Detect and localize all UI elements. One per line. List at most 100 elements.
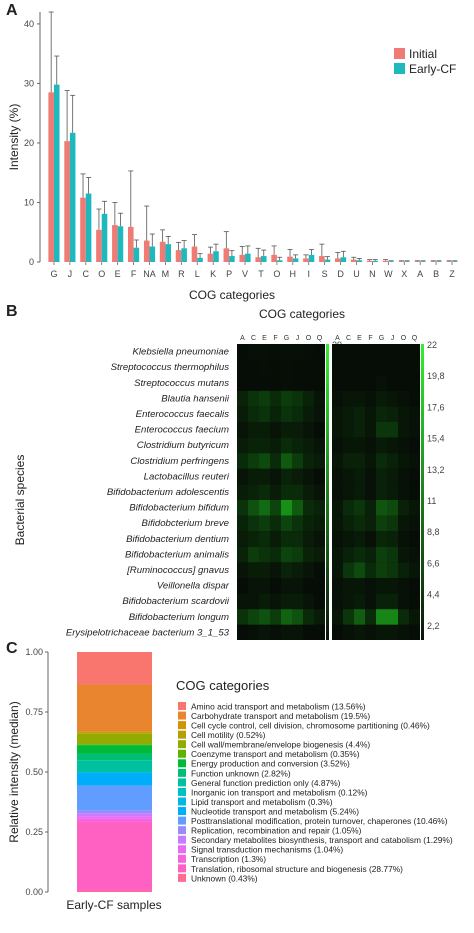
species-label: [Ruminococcus] gnavus — [126, 565, 229, 576]
heatmap-cell — [270, 468, 281, 485]
bar-initial-h — [287, 256, 293, 262]
x-tick-label: K — [210, 269, 216, 279]
x-tick-label: P — [226, 269, 232, 279]
heatmap-cell — [248, 453, 259, 469]
heatmap-cell — [398, 484, 409, 500]
heatmap-column-label: G — [284, 335, 289, 342]
heatmap-cell — [281, 624, 292, 640]
heatmap-cell — [387, 437, 398, 454]
heatmap-cell — [376, 406, 387, 422]
heatmap-cell — [332, 422, 343, 438]
heatmap-cell — [314, 453, 325, 469]
heatmap-cell — [237, 390, 248, 407]
heatmap-cell — [376, 453, 387, 469]
bar-early-cf-w — [388, 261, 394, 262]
heatmap-cell — [376, 624, 387, 640]
heatmap-cell — [354, 531, 365, 547]
heatmap-cell — [281, 546, 292, 563]
heatmap-cell — [237, 593, 248, 610]
heatmap-cell — [365, 515, 376, 532]
heatmap-cell — [332, 484, 343, 500]
bar-early-cf-c — [85, 193, 92, 262]
heatmap-cell — [281, 593, 292, 610]
heatmap-cell — [376, 593, 387, 610]
heatmap-cell — [237, 562, 248, 578]
bar-initial-u — [350, 259, 357, 262]
heatmap-cell — [376, 375, 387, 391]
legend-swatch — [178, 730, 186, 739]
heatmap-cell — [259, 468, 270, 485]
bar-early-cf-n — [372, 260, 378, 262]
legend-entry: Cell motility (0.52%) — [191, 730, 266, 740]
relative-intensity-stacked-bar: 0.00 0.25 0.50 0.75 1.00 Relative intensity (… — [7, 647, 453, 912]
heatmap-cell — [343, 375, 354, 391]
heatmap-cell — [365, 546, 376, 563]
x-axis-label: COG categories — [189, 288, 275, 302]
heatmap-cell — [292, 468, 303, 485]
heatmap-column-label: F — [273, 335, 277, 342]
heatmap-column-label: G — [379, 335, 384, 342]
legend-entry: General function prediction only (4.87%) — [191, 778, 341, 788]
heatmap-cell — [332, 578, 343, 594]
heatmap-cell — [387, 500, 398, 516]
heatmap-cell — [354, 453, 365, 469]
heatmap-cell — [365, 468, 376, 485]
bar-early-cf-r — [181, 248, 187, 262]
heatmap-cell — [303, 546, 314, 563]
heatmap-cell — [376, 609, 387, 625]
heatmap-cell — [354, 422, 365, 438]
heatmap-cell — [343, 422, 354, 438]
y-tick-label: 30 — [24, 78, 34, 88]
heatmap-cell — [343, 437, 354, 454]
panel-label-b: B — [6, 303, 18, 320]
heatmap-cell — [237, 624, 248, 640]
heatmap-cell — [398, 609, 409, 625]
species-label: Clostridium butyricum — [137, 440, 229, 451]
species-label: Enterococcus faecium — [135, 425, 229, 436]
heatmap-cell — [270, 344, 281, 360]
heatmap-cell — [303, 422, 314, 438]
heatmap-cell — [387, 359, 398, 376]
legend-swatch — [178, 787, 186, 796]
heatmap-column-label: C — [346, 335, 351, 342]
bar-early-cf-b — [436, 261, 442, 262]
heatmap-cell — [343, 390, 354, 407]
heatmap-cell — [270, 406, 281, 422]
legend-swatch — [178, 711, 186, 720]
heatmap-cell — [248, 390, 259, 407]
heatmap-cell — [398, 468, 409, 485]
heatmap-cell — [259, 624, 270, 640]
heatmap-cell — [354, 562, 365, 578]
x-tick-label: H — [290, 269, 297, 279]
heatmap-cell — [292, 578, 303, 594]
heatmap-cell — [398, 422, 409, 438]
legend-swatch — [178, 778, 186, 787]
bar-early-cf-t — [260, 256, 267, 262]
heatmap-cell — [354, 546, 365, 563]
y-tick-label: 10 — [24, 197, 34, 207]
heatmap-cell — [409, 593, 420, 610]
heatmap-cell — [398, 453, 409, 469]
heatmap-cell — [259, 578, 270, 594]
bar-initial-c — [80, 197, 86, 262]
heatmap-column-label: O — [401, 335, 407, 342]
legend-title: COG categories — [176, 678, 270, 693]
heatmap-cell — [332, 344, 343, 360]
stack-segment — [77, 810, 152, 814]
heatmap-cell — [343, 344, 354, 360]
bar-early-cf-s — [324, 259, 331, 262]
heatmap-cell — [332, 406, 343, 422]
heatmap-cell — [248, 546, 259, 563]
stack-segment — [77, 821, 152, 891]
legend-swatch — [178, 826, 186, 835]
heatmap-cell — [292, 531, 303, 547]
heatmap-cell — [314, 390, 325, 407]
heatmap-cell — [281, 609, 292, 625]
heatmap-cell — [314, 593, 325, 610]
heatmap-cell — [365, 390, 376, 407]
heatmap-cell — [292, 624, 303, 640]
heatmap-cell — [237, 422, 248, 438]
legend-entry: Signal transduction mechanisms (1.04%) — [191, 845, 343, 855]
bar-initial-g — [48, 92, 54, 262]
heatmap-cell — [281, 375, 292, 391]
